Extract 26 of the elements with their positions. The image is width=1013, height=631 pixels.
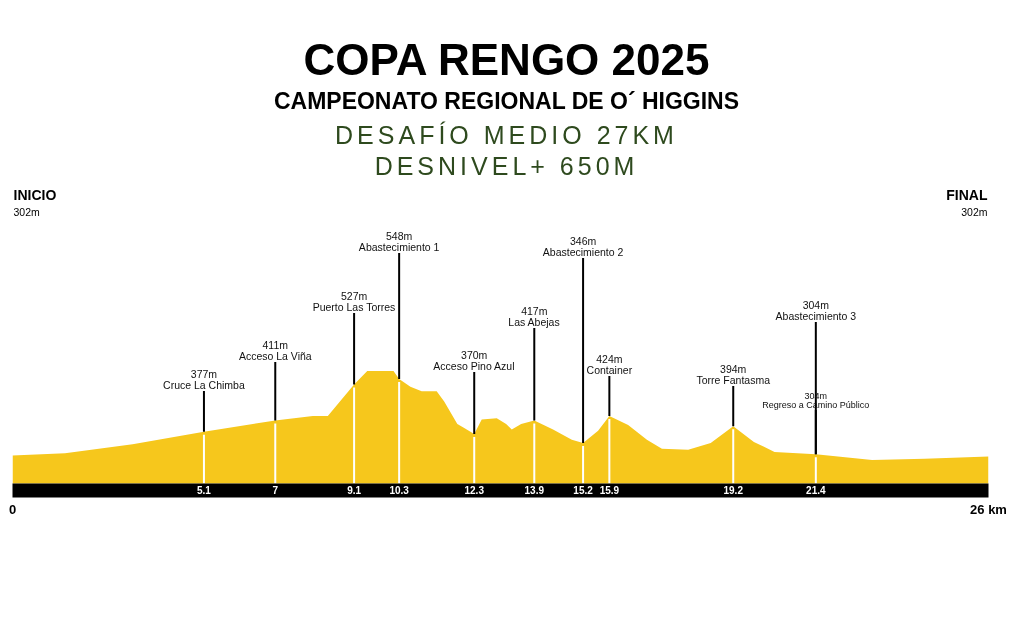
ref-line-label: 21.4 [806, 484, 826, 496]
annotation: 424m Container [586, 353, 633, 376]
text: INICIO 302m [13, 186, 57, 218]
annotation: 411m Acceso La Viña [238, 339, 312, 362]
ref-line-label: 19.2 [723, 484, 744, 496]
ref-line-label: 9.1 [347, 484, 362, 496]
ref-line-label: 15.9 [599, 484, 620, 496]
ref-line-label: 12.3 [464, 484, 485, 496]
ref-line-label: 15.2 [573, 484, 594, 496]
x-tick-label: 0 [8, 501, 17, 517]
annotation: 304m Abastecimiento 3 [775, 299, 857, 322]
annotation: 370m Acceso Pino Azul [433, 349, 515, 372]
ref-line-label: 13.9 [524, 484, 545, 496]
ref-line-label: 5.1 [197, 484, 212, 496]
annotation: 527m Puerto Las Torres [312, 290, 396, 313]
x-tick-label: 26 km [970, 501, 1007, 517]
annotation: 346m Abastecimiento 2 [542, 235, 624, 258]
text: FINAL 302m [946, 186, 988, 218]
ref-line-label: 7 [272, 484, 279, 496]
annotation: 417m Las Abejas [508, 305, 560, 328]
annotation: 377m Cruce La Chimba [163, 368, 245, 391]
chart-subtitle: CAMPEONATO REGIONAL DE O´ HIGGINS DESAFÍO MEDIO 27KM DESNIVEL+ 650M [272, 88, 741, 182]
chart-title: COPA RENGO 2025 [302, 35, 711, 84]
annotation: 394m Torre Fantasma [696, 363, 771, 386]
ref-line-label: 10.3 [389, 484, 410, 496]
annotation: 548m Abastecimiento 1 [358, 230, 440, 253]
